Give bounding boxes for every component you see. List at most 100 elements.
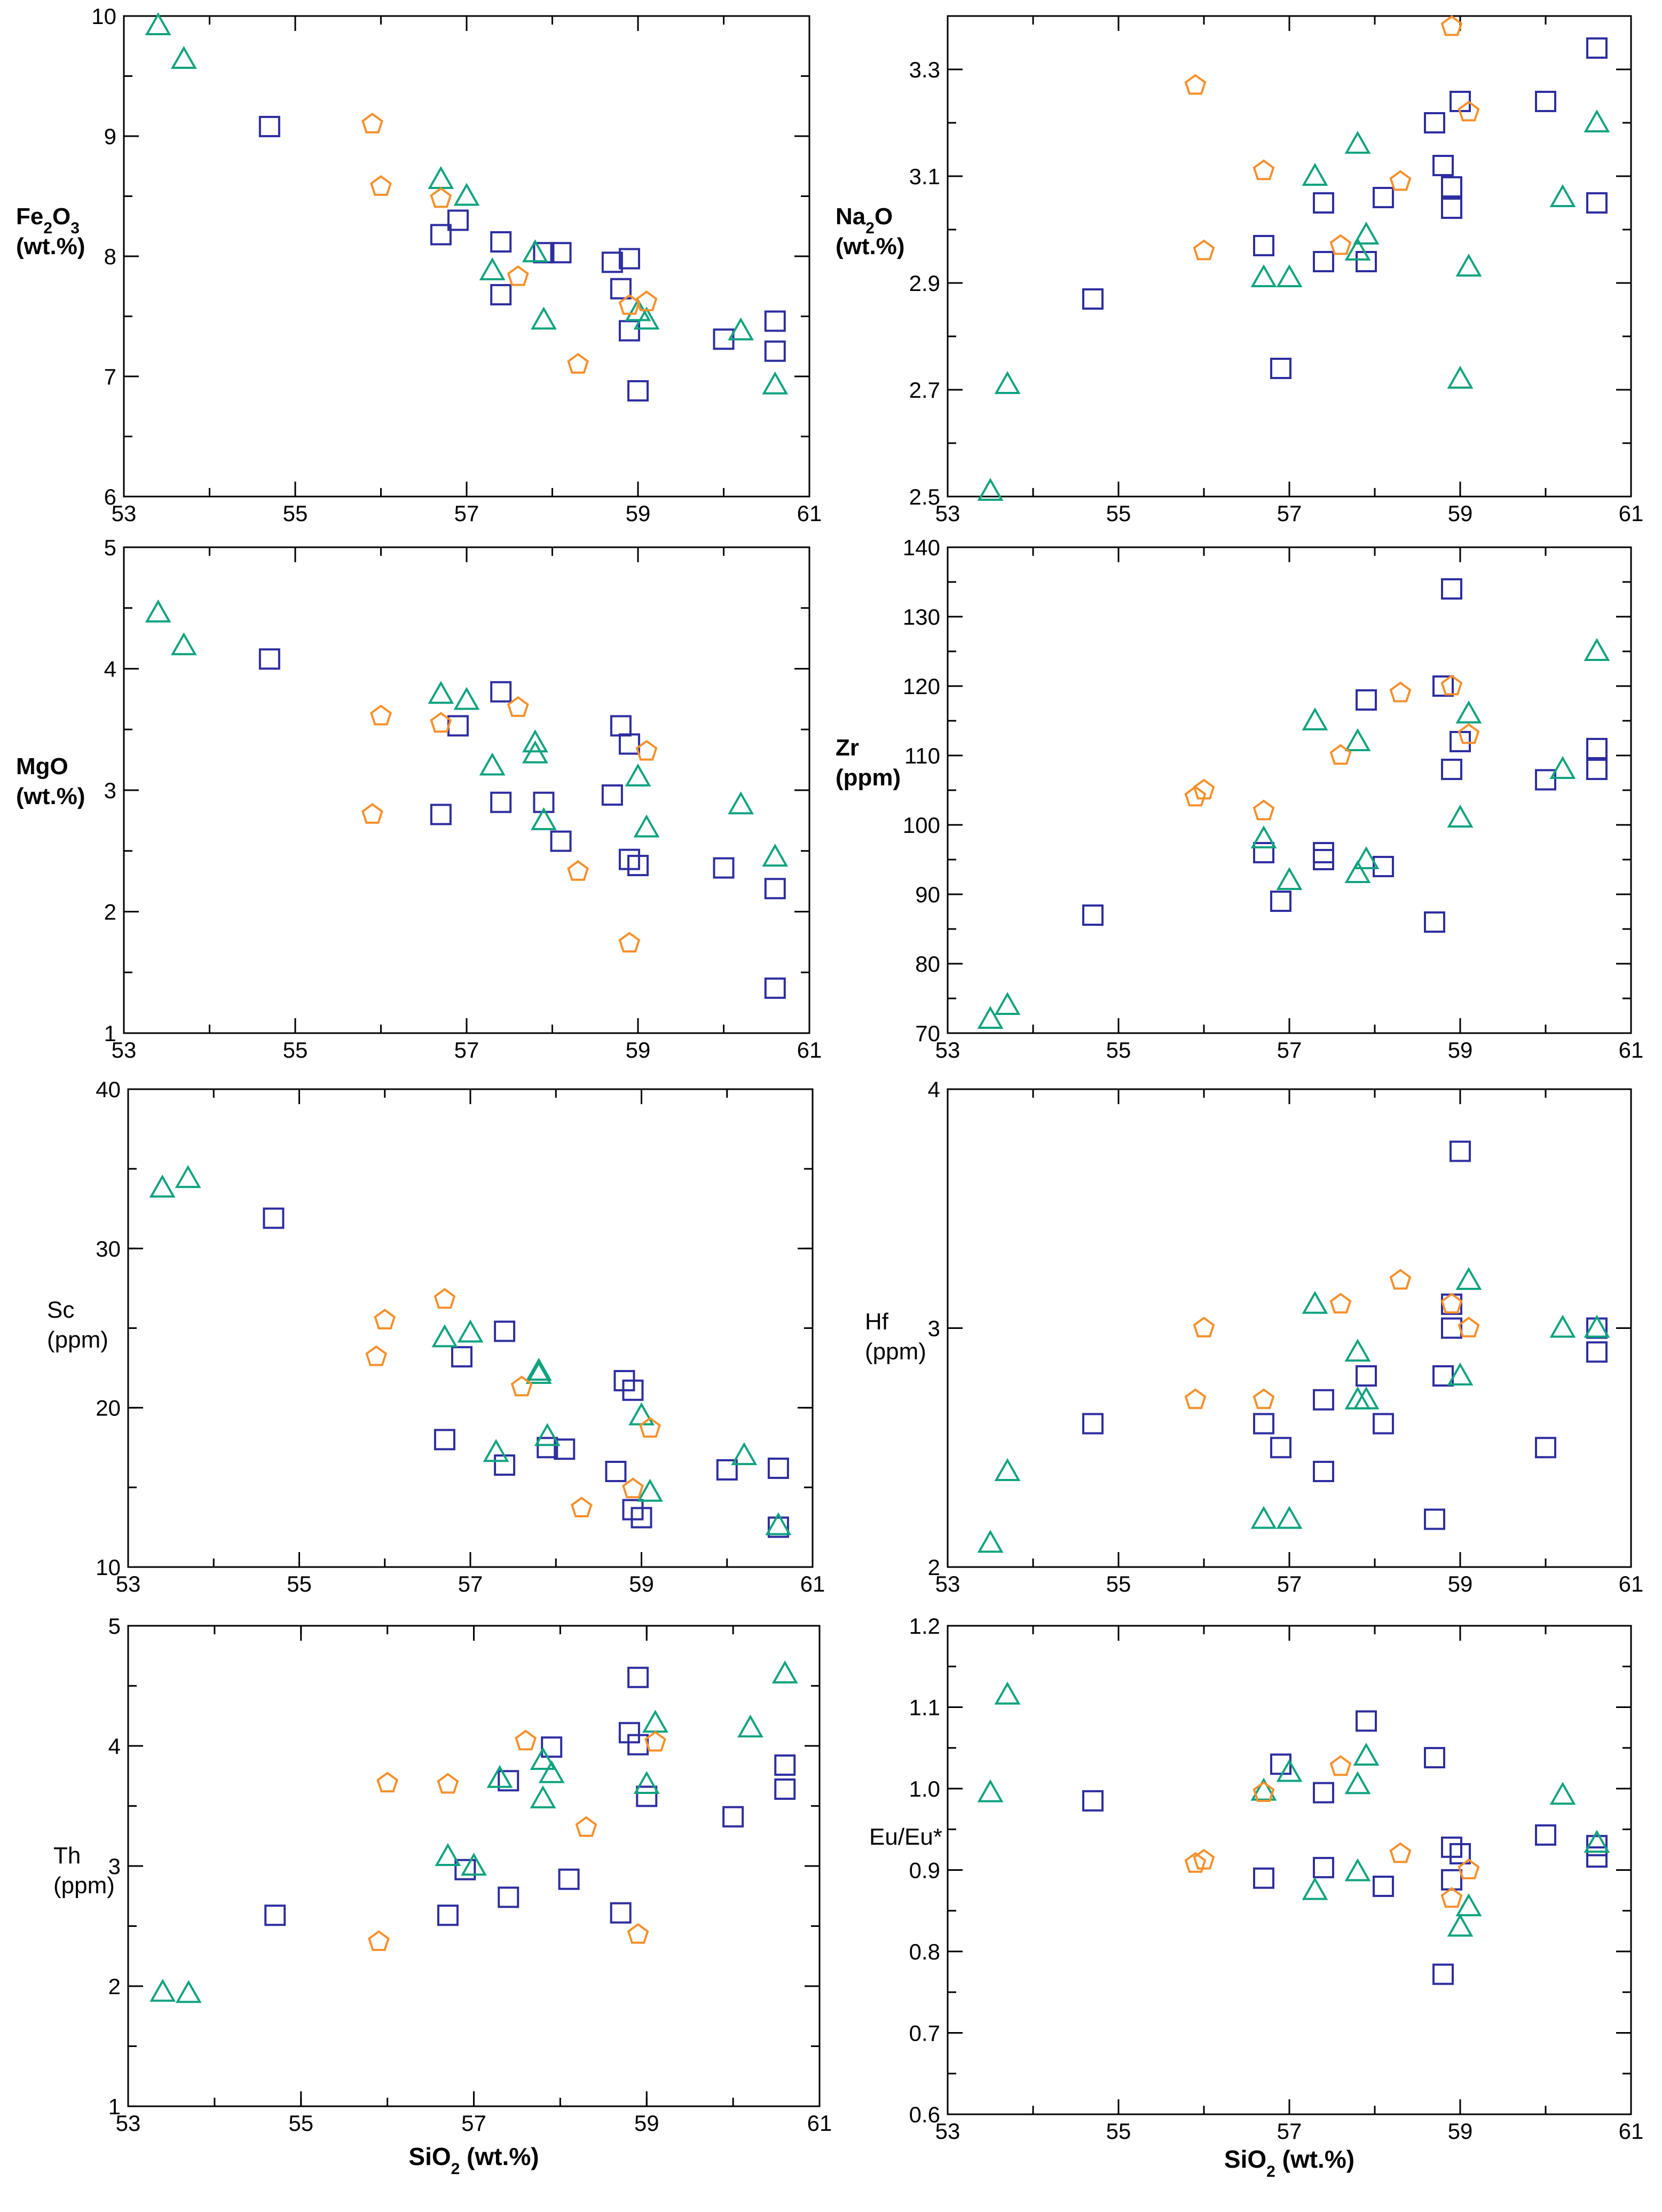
pentagon-point bbox=[510, 1375, 533, 1397]
pentagon-point bbox=[1440, 15, 1463, 36]
pentagon-point bbox=[1440, 674, 1463, 696]
square-point bbox=[258, 648, 280, 670]
square-point bbox=[1441, 1317, 1462, 1339]
x-tick-label: 57 bbox=[458, 1571, 483, 1596]
x-tick-label: 53 bbox=[935, 501, 960, 526]
square-point bbox=[622, 1379, 644, 1401]
y-tick-label: 120 bbox=[903, 674, 940, 699]
triangle-point bbox=[977, 1005, 1004, 1029]
square-point bbox=[1441, 578, 1462, 600]
triangle-point bbox=[1549, 1782, 1576, 1805]
triangle-point bbox=[170, 45, 197, 69]
square-point bbox=[1253, 1867, 1274, 1889]
y-tick-label: 4 bbox=[104, 657, 116, 682]
y-axis-label: (ppm) bbox=[47, 1327, 108, 1353]
square-point bbox=[1441, 176, 1462, 198]
triangle-point bbox=[1447, 1914, 1474, 1937]
square-point bbox=[1535, 91, 1556, 112]
triangle-point bbox=[461, 1852, 487, 1876]
square-point bbox=[627, 855, 649, 877]
pentagon-point bbox=[1193, 1848, 1215, 1870]
square-point bbox=[764, 878, 786, 900]
square-point bbox=[1253, 842, 1274, 863]
pentagon-point bbox=[1253, 1781, 1275, 1802]
square-point bbox=[1270, 1437, 1291, 1459]
square-point bbox=[447, 209, 469, 231]
square-point bbox=[636, 1785, 658, 1807]
pentagon-point bbox=[1440, 1887, 1463, 1908]
square-point bbox=[1313, 842, 1334, 863]
triangle-point bbox=[628, 1402, 655, 1426]
y-tick-label: 6 bbox=[104, 484, 116, 509]
pentagon-point bbox=[1329, 1755, 1352, 1776]
pentagon-point bbox=[570, 1497, 593, 1517]
pentagon-point bbox=[635, 290, 658, 311]
triangle-point bbox=[762, 371, 789, 395]
pentagon-point bbox=[1458, 1317, 1480, 1337]
triangle-point bbox=[1455, 1266, 1482, 1290]
triangle-point bbox=[522, 239, 548, 263]
triangle-point bbox=[525, 1357, 552, 1381]
x-tick-label: 55 bbox=[1106, 501, 1131, 526]
triangle-point bbox=[633, 814, 660, 838]
plot-frame bbox=[127, 1088, 814, 1568]
square-point bbox=[767, 1458, 789, 1479]
triangle-point bbox=[1353, 1386, 1380, 1410]
triangle-point bbox=[453, 687, 480, 710]
pentagon-point bbox=[567, 860, 589, 881]
pentagon-point bbox=[1193, 778, 1215, 800]
y-tick-label: 3.3 bbox=[909, 57, 940, 82]
y-axis-label: Sc bbox=[47, 1297, 74, 1323]
pentagon-point bbox=[1329, 744, 1352, 765]
pentagon-point bbox=[1184, 1852, 1207, 1873]
triangle-point bbox=[1276, 1759, 1303, 1782]
pentagon-point bbox=[1253, 799, 1275, 821]
pentagon-point bbox=[376, 1772, 399, 1793]
square-point bbox=[1586, 192, 1608, 214]
y-axis-label: (ppm) bbox=[53, 1872, 115, 1899]
triangle-point bbox=[1549, 1314, 1576, 1338]
triangle-point bbox=[771, 1660, 798, 1683]
square-point bbox=[764, 977, 786, 999]
x-tick-label: 59 bbox=[1448, 501, 1473, 526]
x-tick-label: 61 bbox=[1619, 501, 1644, 526]
triangle-point bbox=[1302, 707, 1328, 730]
pentagon-point bbox=[622, 1477, 644, 1499]
triangle-point bbox=[457, 1319, 484, 1343]
triangle-point bbox=[525, 1360, 552, 1384]
y-tick-label: 9 bbox=[104, 124, 116, 149]
square-point bbox=[618, 248, 640, 270]
triangle-point bbox=[1344, 1858, 1371, 1882]
triangle-point bbox=[1584, 1830, 1610, 1853]
x-tick-label: 59 bbox=[1448, 1037, 1473, 1062]
triangle-point bbox=[531, 306, 557, 330]
triangle-point bbox=[977, 1779, 1004, 1802]
y-axis-label: (wt.%) bbox=[16, 233, 85, 259]
triangle-point bbox=[428, 681, 454, 704]
square-point bbox=[258, 116, 280, 137]
y-tick-label: 1.2 bbox=[909, 1613, 940, 1639]
triangle-point bbox=[1344, 237, 1371, 261]
y-axis-label: Eu/Eu* bbox=[869, 1824, 942, 1850]
triangle-point bbox=[453, 183, 480, 206]
square-point bbox=[610, 1902, 632, 1924]
plot-frame bbox=[123, 546, 810, 1034]
pentagon-point bbox=[1184, 785, 1207, 807]
square-point bbox=[601, 784, 623, 806]
x-tick-label: 53 bbox=[935, 1571, 960, 1596]
square-point bbox=[498, 1770, 519, 1792]
square-point bbox=[1424, 1508, 1445, 1530]
triangle-point bbox=[625, 763, 651, 786]
triangle-point bbox=[534, 1423, 561, 1446]
triangle-point bbox=[1455, 1893, 1482, 1917]
y-axis-label: (wt.%) bbox=[16, 783, 85, 809]
y-axis-label: Zr bbox=[836, 735, 859, 761]
x-tick-label: 53 bbox=[935, 2119, 960, 2144]
triangle-point bbox=[994, 371, 1021, 394]
square-point bbox=[1373, 856, 1394, 877]
x-tick-label: 57 bbox=[454, 1037, 479, 1062]
square-point bbox=[1432, 675, 1454, 697]
y-tick-label: 2.9 bbox=[909, 271, 940, 296]
triangle-point bbox=[149, 1174, 176, 1198]
x-tick-label: 55 bbox=[283, 501, 308, 526]
